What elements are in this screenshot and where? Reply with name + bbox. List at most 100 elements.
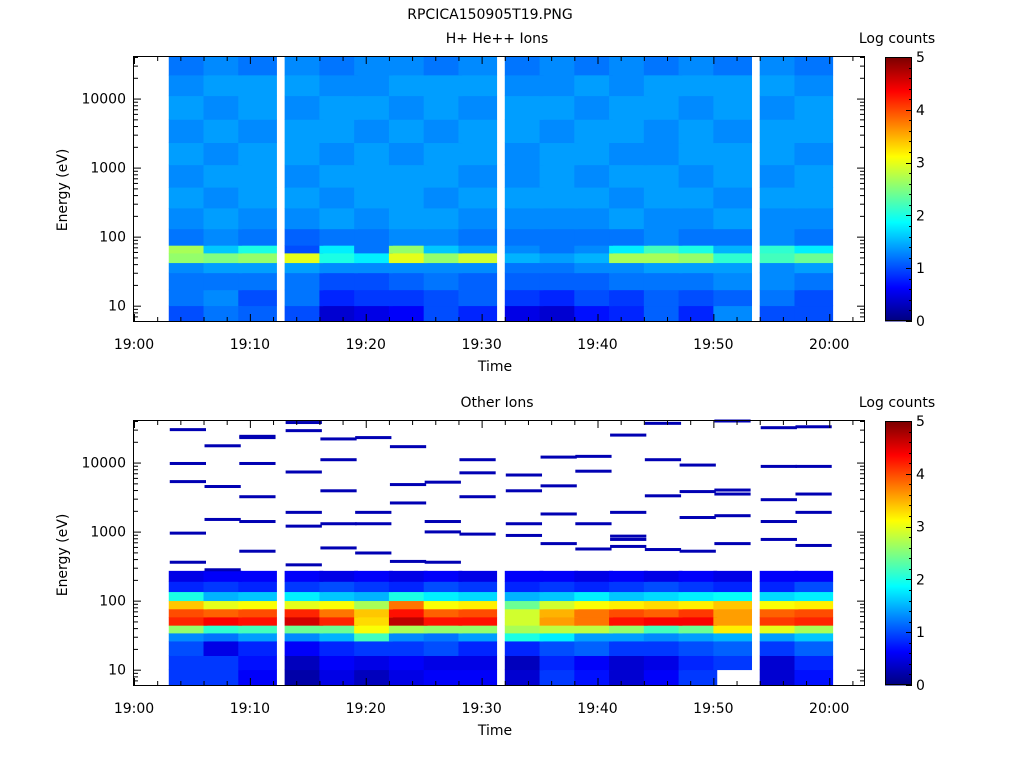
- colorbar-segment: [885, 209, 912, 212]
- colorbar-segment: [885, 241, 912, 244]
- x-tick-label: 19:20: [346, 701, 386, 717]
- x-tick-label: 19:30: [461, 337, 501, 353]
- heatmap-cell: [678, 272, 718, 291]
- colorbar-segment: [885, 653, 912, 656]
- heatmap-cell: [609, 616, 648, 626]
- heatmap-cell: [678, 262, 718, 274]
- colorbar-segment: [885, 137, 912, 140]
- heatmap-cell: [388, 95, 428, 120]
- colorbar-segment: [885, 135, 912, 138]
- heatmap-trace: [424, 530, 461, 534]
- heatmap-cell: [643, 119, 683, 144]
- heatmap-cell: [574, 641, 613, 656]
- heatmap-trace: [679, 549, 716, 553]
- heatmap-trace: [575, 522, 612, 526]
- colorbar-segment: [885, 303, 912, 306]
- colorbar-segment: [885, 511, 912, 514]
- colorbar-segment: [885, 133, 912, 136]
- heatmap-cell: [319, 207, 359, 230]
- heatmap-cell: [539, 632, 579, 642]
- colorbar-segment: [885, 245, 912, 248]
- heatmap-cell: [643, 187, 683, 209]
- heatmap-trace: [389, 559, 427, 563]
- colorbar-segment: [885, 659, 912, 662]
- heatmap-trace: [424, 480, 461, 484]
- heatmap-cell: [458, 228, 498, 246]
- heatmap-cell: [319, 305, 359, 322]
- heatmap-cell: [458, 245, 498, 254]
- colorbar-segment: [885, 597, 912, 600]
- x-tick-label: 19:50: [693, 701, 733, 717]
- colorbar-segment: [885, 627, 912, 630]
- heatmap-cell: [319, 262, 359, 274]
- colorbar-segment: [885, 651, 912, 654]
- heatmap-cell: [504, 207, 544, 230]
- heatmap-cell: [643, 591, 683, 602]
- heatmap-cell: [423, 641, 463, 656]
- heatmap-cell: [609, 252, 648, 264]
- colorbar-segment: [885, 59, 912, 62]
- heatmap-trace: [169, 480, 206, 484]
- heatmap-cell: [388, 581, 428, 593]
- colorbar-segment: [885, 313, 912, 316]
- heatmap-cell: [284, 262, 324, 274]
- heatmap-trace: [389, 501, 427, 505]
- colorbar-segment: [885, 673, 912, 676]
- heatmap-cell: [713, 187, 753, 209]
- colorbar-segment: [885, 235, 912, 238]
- heatmap-cell: [678, 187, 718, 209]
- heatmap-cell: [203, 245, 243, 254]
- heatmap-cell: [423, 252, 463, 264]
- colorbar-segment: [885, 251, 912, 254]
- heatmap-trace: [610, 534, 647, 538]
- colorbar-segment: [885, 125, 912, 128]
- heatmap-cell: [643, 207, 683, 230]
- heatmap-cell: [759, 625, 799, 634]
- heatmap-cell: [284, 305, 324, 322]
- colorbar-segment: [885, 493, 912, 496]
- colorbar-segment: [885, 621, 912, 624]
- heatmap-cell: [203, 632, 243, 642]
- heatmap-cell: [458, 632, 498, 642]
- heatmap-trace: [320, 437, 357, 441]
- heatmap-cell: [759, 655, 799, 671]
- heatmap-cell: [574, 119, 613, 144]
- colorbar-segment: [885, 205, 912, 208]
- colorbar-segment: [885, 583, 912, 586]
- heatmap-cell: [319, 591, 359, 602]
- heatmap-cell: [539, 608, 579, 618]
- y-axis: 10 100 1000 10000: [81, 421, 864, 686]
- heatmap-cell: [238, 245, 277, 254]
- heatmap-cell: [794, 207, 834, 230]
- heatmap-cell: [574, 289, 613, 307]
- colorbar-segment: [885, 229, 912, 232]
- heatmap-cell: [713, 228, 753, 246]
- colorbar-segment: [885, 569, 912, 572]
- heatmap-cell: [539, 289, 579, 307]
- colorbar-segment: [885, 545, 912, 548]
- heatmap-cell: [713, 570, 753, 582]
- x-tick-label: 20:00: [809, 701, 849, 717]
- heatmap-cell: [458, 95, 498, 120]
- heatmap-cell: [539, 305, 579, 322]
- colorbar-segment: [885, 101, 912, 104]
- heatmap-trace: [644, 421, 682, 425]
- colorbar-segment: [885, 61, 912, 64]
- plot-frame: [133, 56, 865, 322]
- heatmap-cell: [574, 207, 613, 230]
- heatmap-cell: [574, 74, 613, 97]
- heatmap-trace: [540, 484, 577, 488]
- heatmap-cell: [458, 262, 498, 274]
- heatmap-cell: [678, 632, 718, 642]
- heatmap-cell: [203, 600, 243, 610]
- colorbar-segment: [885, 497, 912, 500]
- heatmap-cell: [168, 228, 208, 246]
- heatmap-cell: [319, 608, 359, 618]
- colorbar-segment: [885, 105, 912, 108]
- heatmap-cell: [168, 591, 208, 602]
- heatmap-cell: [643, 570, 683, 582]
- heatmap-cell: [354, 625, 393, 634]
- heatmap-cell: [203, 207, 243, 230]
- colorbar-tick-label: 1: [916, 625, 925, 641]
